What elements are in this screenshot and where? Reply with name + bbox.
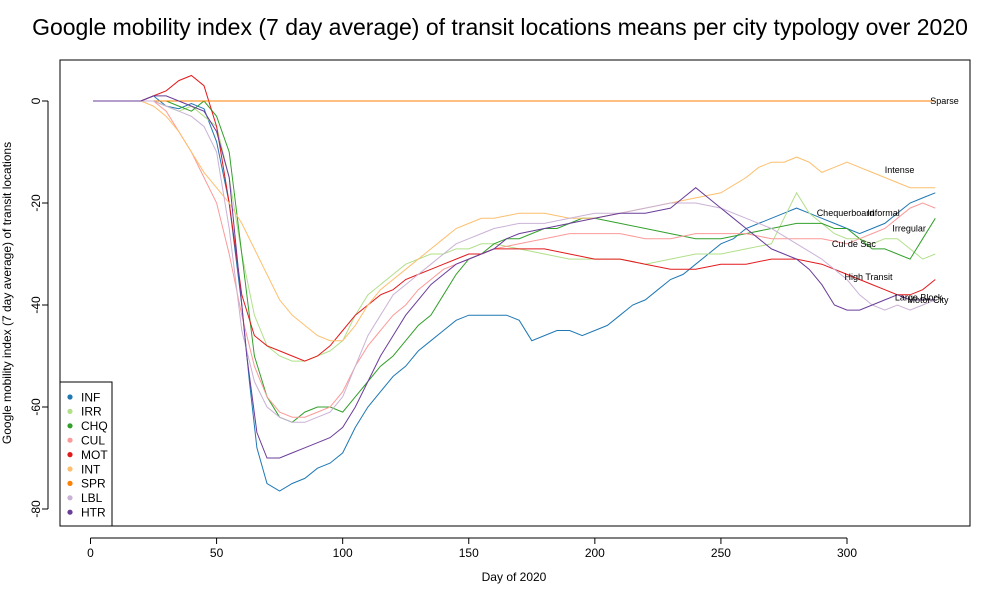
y-tick-label: -20 bbox=[29, 194, 43, 212]
legend-marker bbox=[67, 452, 73, 458]
legend-label: CHQ bbox=[81, 419, 108, 433]
legend-marker bbox=[67, 480, 73, 486]
legend-label: SPR bbox=[81, 477, 106, 491]
legend-label: IRR bbox=[81, 405, 102, 419]
x-tick-label: 250 bbox=[711, 546, 731, 560]
series-line-mot bbox=[93, 74, 936, 362]
x-axis-title: Day of 2020 bbox=[482, 570, 547, 584]
legend-marker bbox=[67, 509, 73, 515]
y-tick-label: -80 bbox=[29, 500, 43, 518]
legend-marker bbox=[67, 423, 73, 429]
legend-item-mot: MOT bbox=[67, 448, 108, 462]
legend-label: LBL bbox=[81, 491, 103, 505]
legend-marker bbox=[67, 394, 73, 400]
legend-item-spr: SPR bbox=[67, 477, 106, 491]
legend-label: MOT bbox=[81, 448, 108, 462]
legend-item-lbl: LBL bbox=[67, 491, 103, 505]
series-line-cul bbox=[93, 100, 936, 418]
plot-frame bbox=[59, 59, 971, 527]
legend-item-irr: IRR bbox=[67, 405, 102, 419]
end-label-sparse: Sparse bbox=[930, 96, 959, 106]
end-label-informal: Informal bbox=[867, 208, 900, 218]
legend-marker bbox=[67, 437, 73, 443]
x-tick-label: 100 bbox=[333, 546, 353, 560]
end-label-intense: Intense bbox=[885, 165, 915, 175]
series-line-lbl bbox=[93, 100, 936, 423]
legend-item-inf: INF bbox=[67, 390, 100, 404]
y-tick-label: -40 bbox=[29, 296, 43, 314]
x-tick-label: 300 bbox=[837, 546, 857, 560]
end-label-large-block: Large Block bbox=[895, 292, 943, 302]
x-tick-label: 200 bbox=[585, 546, 605, 560]
end-label-motor-city: Motor City bbox=[908, 295, 950, 305]
series-layer bbox=[93, 74, 936, 492]
legend-item-int: INT bbox=[67, 462, 101, 476]
legend-marker bbox=[67, 495, 73, 501]
end-label-high-transit: High Transit bbox=[845, 272, 894, 282]
end-label-cul-de-sac: Cul de Sac bbox=[832, 239, 877, 249]
series-line-int bbox=[93, 100, 936, 342]
x-axis: 0 50 100 150 200 250 300 bbox=[87, 537, 857, 560]
end-label-chequerboard: Chequerboard bbox=[817, 208, 875, 218]
legend-item-cul: CUL bbox=[67, 434, 105, 448]
series-line-inf bbox=[93, 95, 936, 492]
legend-item-chq: CHQ bbox=[67, 419, 108, 433]
x-tick-label: 50 bbox=[210, 546, 224, 560]
end-label-irregular: Irregular bbox=[892, 224, 926, 234]
y-tick-label: -60 bbox=[29, 398, 43, 416]
legend-label: CUL bbox=[81, 434, 105, 448]
legend-item-htr: HTR bbox=[67, 506, 106, 520]
legend-marker bbox=[67, 408, 73, 414]
y-axis-title: Google mobility index (7 day average) of… bbox=[0, 142, 14, 444]
y-axis: 0 -20 -40 -60 -80 bbox=[29, 97, 49, 518]
series-line-irr bbox=[93, 100, 936, 362]
legend-marker bbox=[67, 466, 73, 472]
legend-label: INT bbox=[81, 462, 101, 476]
x-tick-label: 150 bbox=[459, 546, 479, 560]
series-line-htr bbox=[93, 95, 936, 459]
legend-label: HTR bbox=[81, 506, 106, 520]
chart-title: Google mobility index (7 day average) of… bbox=[32, 14, 968, 40]
legend-label: INF bbox=[81, 390, 100, 404]
y-tick-label: 0 bbox=[29, 97, 43, 104]
x-tick-label: 0 bbox=[87, 546, 94, 560]
